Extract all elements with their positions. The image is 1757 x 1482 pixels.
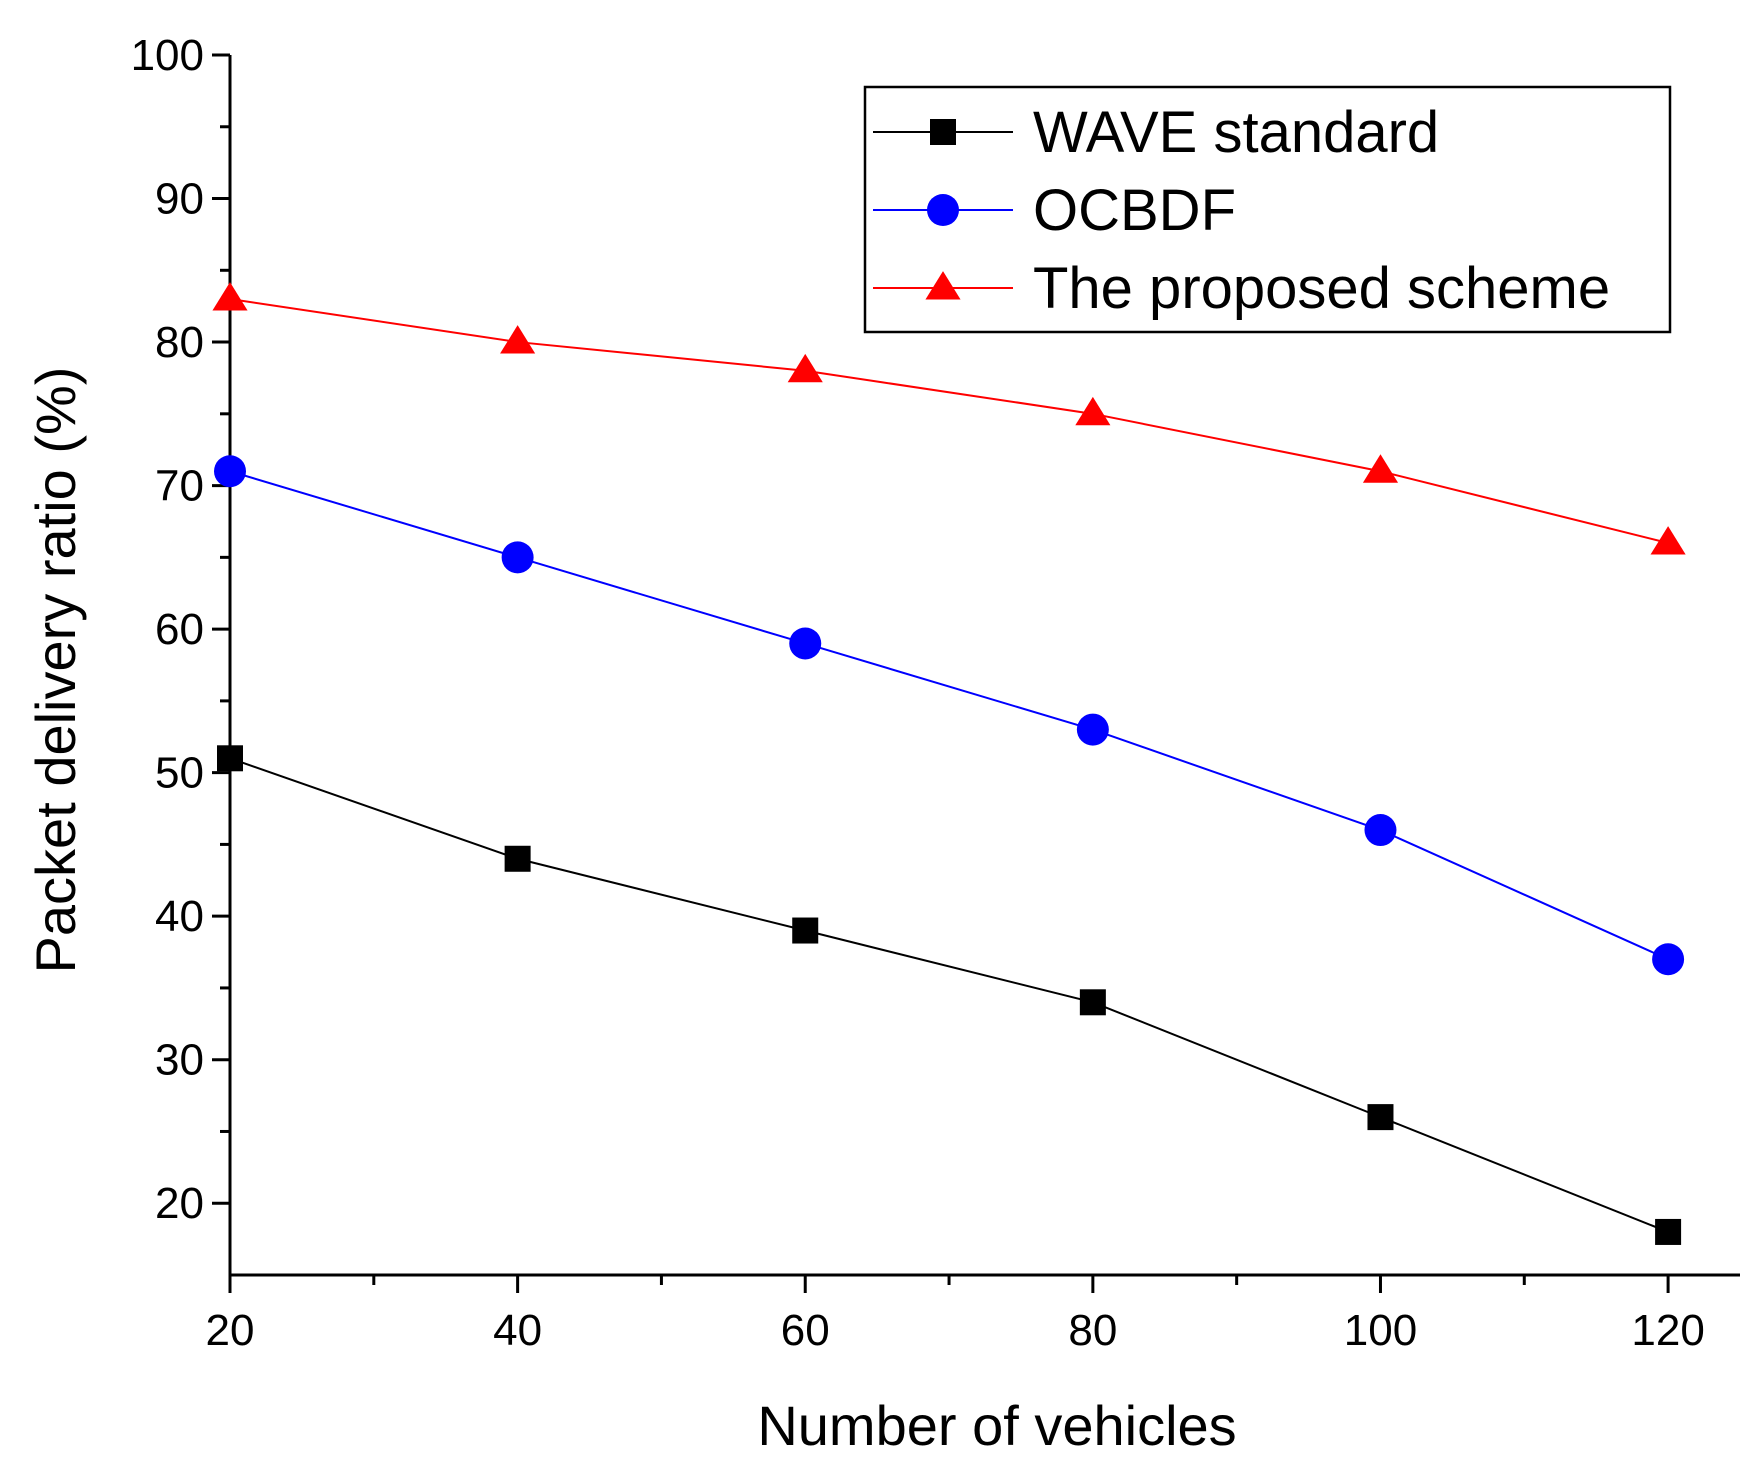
x-tick-label: 80 (1068, 1306, 1117, 1355)
y-tick-label: 60 (155, 605, 204, 654)
y-axis-title: Packet delivery ratio (%) (24, 367, 87, 974)
series-line (229, 298, 1669, 544)
data-point (787, 353, 823, 383)
data-point (1079, 989, 1106, 1016)
y-tick-label: 40 (155, 892, 204, 941)
x-tick-label: 20 (206, 1306, 255, 1355)
data-point (1076, 713, 1109, 746)
series-line (229, 470, 1669, 961)
legend-label: OCBDF (1033, 178, 1236, 243)
data-point (500, 325, 536, 354)
data-point (789, 627, 822, 660)
data-point (1367, 1104, 1394, 1131)
legend: WAVE standard OCBDF The proposed scheme (863, 85, 1672, 334)
y-tick-label: 20 (155, 1179, 204, 1228)
data-point (1650, 526, 1686, 555)
y-tick-label: 70 (155, 462, 204, 511)
x-tick-label: 40 (493, 1306, 542, 1355)
data-point (1655, 1218, 1682, 1245)
data-point (504, 845, 531, 872)
series-1 (214, 455, 1685, 976)
legend-label: The proposed scheme (1033, 256, 1610, 321)
x-tick-label: 60 (781, 1306, 830, 1355)
y-tick-label: 50 (155, 749, 204, 798)
series-2 (212, 282, 1686, 555)
series-0 (217, 745, 1682, 1245)
legend-marker (925, 271, 961, 300)
data-point (217, 745, 243, 772)
legend-marker (930, 119, 956, 145)
data-point (1362, 454, 1399, 483)
y-tick-label: 80 (155, 318, 204, 367)
y-tick-label: 30 (155, 1036, 204, 1085)
data-point (1364, 814, 1397, 847)
data-point (214, 455, 246, 488)
x-tick-label: 100 (1344, 1306, 1417, 1355)
data-point (1075, 396, 1111, 426)
data-point (1652, 943, 1685, 976)
series-line (229, 757, 1669, 1233)
data-point (212, 282, 248, 311)
legend-label: WAVE standard (1033, 100, 1439, 165)
legend-marker (927, 194, 959, 226)
series-layer (212, 282, 1686, 1245)
y-tick-label: 100 (131, 31, 204, 80)
data-point (501, 541, 534, 574)
data-point (792, 917, 819, 944)
x-tick-label: 120 (1631, 1306, 1704, 1355)
y-tick-label: 90 (155, 175, 204, 224)
x-axis-title: Number of vehicles (757, 1394, 1236, 1457)
